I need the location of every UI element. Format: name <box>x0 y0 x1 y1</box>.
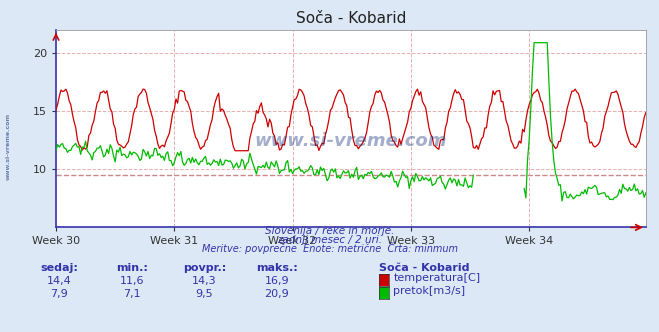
Text: Slovenija / reke in morje.: Slovenija / reke in morje. <box>265 226 394 236</box>
Text: www.si-vreme.com: www.si-vreme.com <box>254 131 447 149</box>
Text: maks.:: maks.: <box>256 263 298 273</box>
Text: 14,3: 14,3 <box>192 276 217 286</box>
Text: 20,9: 20,9 <box>264 289 289 299</box>
Title: Soča - Kobarid: Soča - Kobarid <box>296 11 406 26</box>
Text: sedaj:: sedaj: <box>40 263 78 273</box>
Text: temperatura[C]: temperatura[C] <box>393 273 480 283</box>
Text: min.:: min.: <box>116 263 148 273</box>
Text: Meritve: povprečne  Enote: metrične  Črta: minmum: Meritve: povprečne Enote: metrične Črta:… <box>202 242 457 254</box>
Text: 14,4: 14,4 <box>47 276 72 286</box>
Text: zadnji mesec / 2 uri.: zadnji mesec / 2 uri. <box>277 235 382 245</box>
Text: 9,5: 9,5 <box>196 289 213 299</box>
Text: Soča - Kobarid: Soča - Kobarid <box>379 263 469 273</box>
Text: 16,9: 16,9 <box>264 276 289 286</box>
Text: www.si-vreme.com: www.si-vreme.com <box>6 113 11 180</box>
Text: 11,6: 11,6 <box>119 276 144 286</box>
Text: 7,9: 7,9 <box>51 289 68 299</box>
Text: 7,1: 7,1 <box>123 289 140 299</box>
Text: povpr.:: povpr.: <box>183 263 226 273</box>
Text: pretok[m3/s]: pretok[m3/s] <box>393 287 465 296</box>
